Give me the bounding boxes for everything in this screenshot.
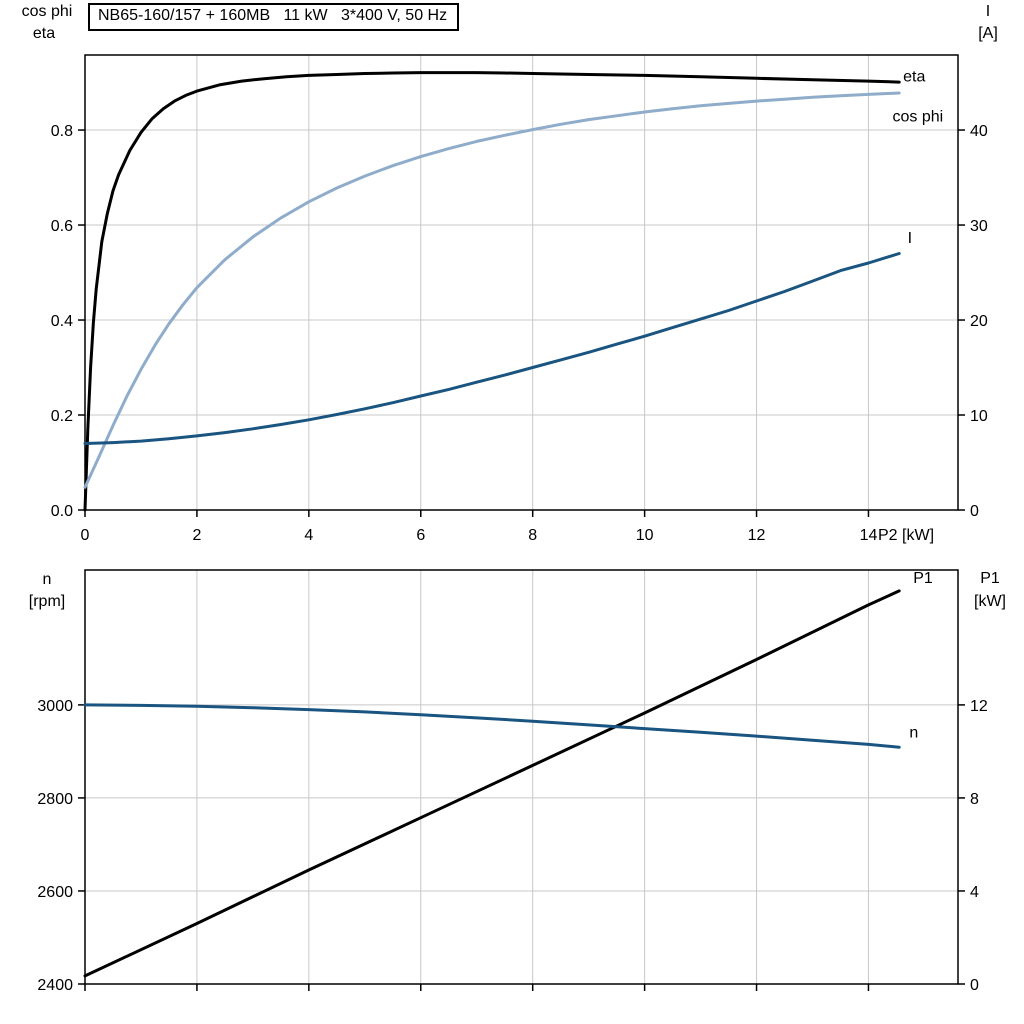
right-axis-title: I xyxy=(986,3,990,20)
series-label-cos-phi: cos phi xyxy=(893,108,944,125)
x-tick-label: 12 xyxy=(748,527,766,544)
right-axis-title: [A] xyxy=(978,25,998,42)
right-tick-label: 4 xyxy=(970,884,979,901)
x-tick-label: 10 xyxy=(636,527,654,544)
left-tick-label: 2800 xyxy=(37,791,73,808)
right-tick-label: 0 xyxy=(970,503,979,520)
curve-I xyxy=(83,252,901,445)
plot-frame xyxy=(84,54,959,511)
x-tick-label: 8 xyxy=(528,527,537,544)
chart-efficiency-cosphi-current: 0 2 4 6 8 10 12 14 P2 [kW] 0.0 0.2 0.4 0.6 0.8 0 10 20 30… xyxy=(22,3,998,544)
right-tick-label: 0 xyxy=(970,977,979,994)
left-axis-title: cos phi xyxy=(22,3,73,20)
left-tick-label: 0.6 xyxy=(51,218,73,235)
left-axis-title: [rpm] xyxy=(29,593,65,610)
left-tick-label: 0.4 xyxy=(51,313,73,330)
x-tick-label: 4 xyxy=(304,527,313,544)
x-tick-label: 6 xyxy=(416,527,425,544)
plot-frame xyxy=(84,569,959,985)
curve-eta xyxy=(83,71,901,512)
right-tick-label: 20 xyxy=(970,313,988,330)
series-label-eta: eta xyxy=(903,69,925,86)
right-tick-label: 10 xyxy=(970,408,988,425)
left-tick-label: 2600 xyxy=(37,884,73,901)
chart-title: NB65-160/157 + 160MB 11 kW 3*400 V, 50 H… xyxy=(88,3,460,31)
right-tick-label: 40 xyxy=(970,123,988,140)
right-tick-label: 30 xyxy=(970,218,988,235)
x-tick-label: 0 xyxy=(81,527,90,544)
left-axis-title: eta xyxy=(33,25,55,42)
series-label-P1: P1 xyxy=(913,570,933,587)
x-tick-label: 2 xyxy=(192,527,201,544)
left-tick-label: 0.2 xyxy=(51,408,73,425)
chart-speed-power: 2400 2600 2800 3000 0 4 8 12 n [rpm] P1 [kW] P1 n xyxy=(29,569,1006,994)
left-axis-title: n xyxy=(43,571,52,588)
series-label-n: n xyxy=(909,724,918,741)
right-axis-title: [kW] xyxy=(974,593,1006,610)
right-tick-label: 12 xyxy=(970,698,988,715)
curve-P1 xyxy=(83,589,901,978)
left-tick-label: 0.8 xyxy=(51,123,73,140)
left-tick-label: 2400 xyxy=(37,977,73,994)
right-axis-title: P1 xyxy=(980,570,1000,587)
x-axis-label: P2 [kW] xyxy=(878,527,934,544)
left-tick-label: 0.0 xyxy=(51,503,73,520)
curve-n xyxy=(83,703,901,749)
series-label-I: I xyxy=(908,230,912,247)
right-tick-label: 8 xyxy=(970,791,979,808)
curve-cos-phi xyxy=(83,91,901,489)
x-tick-label: 14 xyxy=(860,527,878,544)
left-tick-label: 3000 xyxy=(37,698,73,715)
